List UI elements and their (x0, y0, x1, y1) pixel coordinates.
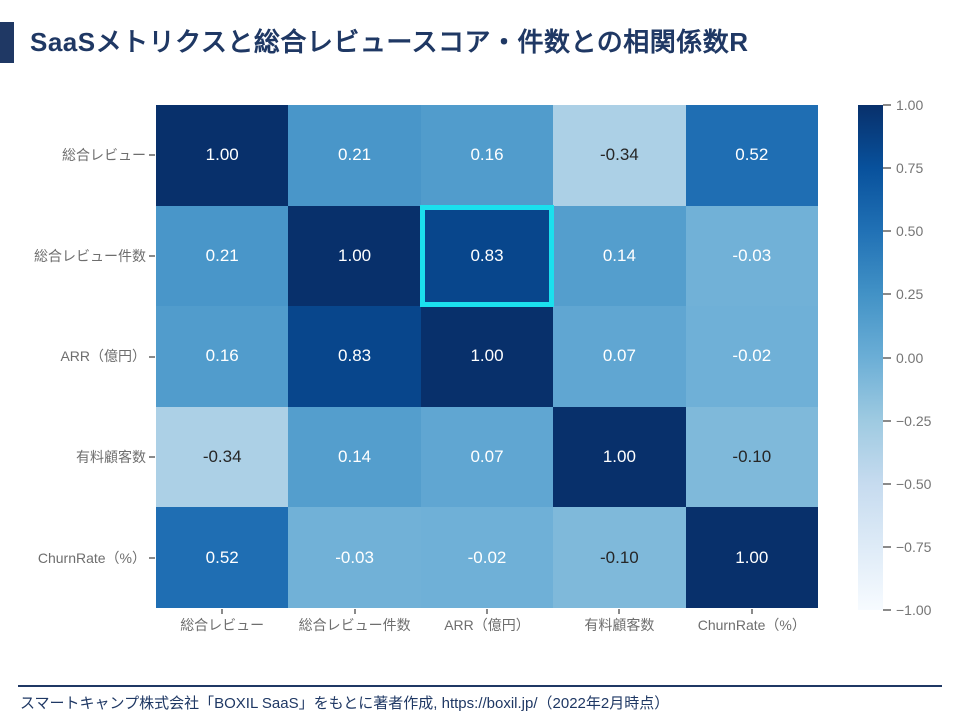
colorbar-tick: −0.75 (883, 539, 931, 555)
heatmap-cell-ARR（億円）-総合レビュー件数: 0.83 (288, 306, 421, 407)
colorbar-tick-mark (883, 356, 891, 359)
x-axis-label: 有料顧客数 (584, 617, 655, 633)
x-axis-tick (486, 609, 488, 614)
heatmap-cell-ARR（億円）-ARR（億円）: 1.00 (420, 306, 554, 407)
x-axis-tick (221, 609, 224, 614)
colorbar-tick-mark (883, 104, 891, 106)
heatmap-cell-ARR（億円）-ChurnRate（%）: -0.02 (685, 306, 818, 407)
colorbar-tick: −1.00 (883, 602, 931, 618)
heatmap-cell-ChurnRate（%）-総合レビュー件数: -0.03 (288, 507, 421, 608)
heatmap-cell-ARR（億円）-総合レビュー: 0.16 (156, 306, 289, 407)
heatmap-cell-総合レビュー-ARR（億円）: 0.16 (420, 105, 554, 206)
colorbar-tick-mark (883, 167, 891, 170)
colorbar-gradient (858, 105, 883, 610)
heatmap-cell-総合レビュー-総合レビュー: 1.00 (156, 105, 289, 206)
colorbar-tick: −0.50 (883, 476, 931, 492)
heatmap-cell-ChurnRate（%）-ARR（億円）: -0.02 (420, 507, 554, 608)
heatmap-cell-有料顧客数-ChurnRate（%）: -0.10 (685, 406, 818, 508)
colorbar-tick-mark (883, 609, 891, 611)
heatmap-cell-総合レビュー件数-ChurnRate（%）: -0.03 (685, 205, 818, 307)
x-axis-tick (750, 609, 753, 614)
colorbar-tick-label: 0.25 (896, 286, 924, 303)
colorbar-tick: 0.00 (883, 350, 923, 366)
colorbar-tick: 0.50 (883, 223, 923, 239)
y-axis-label: ChurnRate（%） (37, 549, 146, 566)
colorbar-tick-mark (883, 230, 891, 233)
heatmap-cell-有料顧客数-ARR（億円）: 0.07 (420, 406, 554, 508)
colorbar-tick: 0.75 (883, 160, 923, 176)
x-axis-labels: 総合レビュー 総合レビュー件数 ARR（億円） 有料顧客数 ChurnRate（%） (156, 615, 818, 635)
heatmap-cell-有料顧客数-有料顧客数: 1.00 (553, 406, 686, 508)
y-axis-label: 総合レビュー (62, 147, 146, 164)
colorbar-tick-mark (883, 545, 891, 548)
colorbar-tick-mark (883, 482, 891, 485)
colorbar-tick-label: 0.50 (896, 223, 924, 240)
heatmap-cell-ARR（億円）-有料顧客数: 0.07 (553, 306, 686, 407)
colorbar-ticks: 1.00 0.75 0.50 0.25 0.00 −0.25 −0.50 −0.75 −1.00 (883, 97, 953, 618)
colorbar-tick-label: −0.25 (896, 412, 932, 429)
x-axis-tick (353, 609, 356, 614)
correlation-heatmap: 1.00 0.21 0.16 -0.34 0.52 0.21 1.00 0.83 0.14 -0.… (156, 105, 818, 608)
footer-divider (18, 685, 942, 687)
colorbar-tick-mark (883, 419, 891, 422)
colorbar-tick: 1.00 (883, 97, 923, 113)
colorbar-tick-label: 0.00 (896, 349, 924, 366)
heatmap-cell-総合レビュー件数-総合レビュー件数: 1.00 (288, 205, 421, 307)
y-axis-labels: 総合レビュー総合レビュー件数 ARR（億円） 有料顧客数 ChurnRate（%） (0, 105, 146, 608)
heatmap-cell-総合レビュー-ChurnRate（%）: 0.52 (685, 105, 818, 206)
y-axis-tick (149, 254, 155, 257)
heatmap-cell-highlighted: 0.83 (420, 205, 554, 307)
x-axis-label: ChurnRate（%） (697, 617, 806, 633)
source-attribution: スマートキャンプ株式会社「BOXIL SaaS」をもとに著者作成, https:… (20, 695, 670, 712)
heatmap-cell-ChurnRate（%）-総合レビュー: 0.52 (156, 507, 289, 608)
heatmap-cell-総合レビュー-有料顧客数: -0.34 (553, 105, 686, 206)
heatmap-cell-有料顧客数-総合レビュー: -0.34 (156, 406, 289, 508)
title-accent-bar (0, 22, 14, 63)
colorbar-tick-label: 1.00 (896, 97, 924, 113)
y-axis-label: 総合レビュー件数 (34, 247, 146, 264)
heatmap-cell-総合レビュー件数-総合レビュー: 0.21 (156, 205, 289, 307)
colorbar-tick-label: −0.50 (896, 475, 932, 492)
x-axis-label: 総合レビュー (180, 617, 265, 633)
heatmap-cell-総合レビュー-総合レビュー件数: 0.21 (288, 105, 421, 206)
x-axis-label: ARR（億円） (444, 617, 530, 633)
colorbar-tick-label: −1.00 (896, 602, 932, 618)
colorbar-tick: 0.25 (883, 286, 923, 302)
heatmap-cell-ChurnRate（%）-有料顧客数: -0.10 (553, 507, 686, 608)
x-axis-label: 総合レビュー件数 (298, 617, 411, 633)
y-axis-tick (149, 355, 155, 358)
y-axis-label: 有料顧客数 (76, 449, 146, 466)
heatmap-cell-総合レビュー件数-有料顧客数: 0.14 (553, 205, 686, 307)
y-axis-tick (149, 556, 155, 559)
heatmap-cell-有料顧客数-総合レビュー件数: 0.14 (288, 406, 421, 508)
colorbar-tick: −0.25 (883, 413, 931, 429)
colorbar-tick-mark (883, 293, 891, 296)
x-axis-tick (618, 609, 621, 614)
page-title: SaaSメトリクスと総合レビュースコア・件数との相関係数R (30, 27, 749, 57)
colorbar-tick-label: 0.75 (896, 160, 924, 177)
y-axis-tick (149, 456, 155, 459)
y-axis-label: ARR（億円） (60, 348, 146, 365)
heatmap-cell-ChurnRate（%）-ChurnRate（%）: 1.00 (685, 507, 818, 608)
colorbar-tick-label: −0.75 (896, 538, 932, 555)
y-axis-tick (149, 154, 155, 157)
